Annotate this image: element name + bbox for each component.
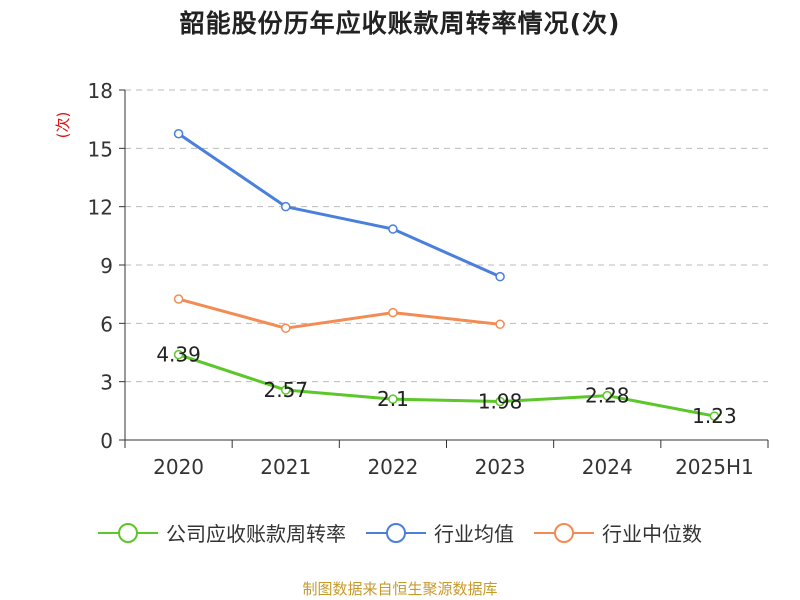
x-tick-label: 2025H1: [675, 455, 754, 479]
data-point: [281, 385, 291, 395]
series-line: [178, 297, 501, 330]
y-tick-label: 15: [88, 137, 113, 161]
x-tick-label: 2022: [367, 455, 418, 479]
chart-title: 韶能股份历年应收账款周转率情况(次): [179, 9, 621, 38]
data-label: 2.57: [263, 378, 308, 402]
legend-item-industry-median[interactable]: 行业中位数: [534, 518, 702, 547]
legend-line-marker-icon: [98, 522, 158, 543]
y-tick-label: 0: [100, 429, 113, 453]
y-tick-label: 9: [100, 254, 113, 278]
data-point: [495, 319, 505, 330]
data-point: [388, 224, 398, 234]
legend-label-company: 公司应收账款周转率: [166, 522, 346, 546]
data-point: [281, 201, 291, 212]
x-tick-label: 2020: [153, 455, 204, 479]
legend-item-industry-mean[interactable]: 行业均值: [366, 518, 514, 547]
data-point: [388, 394, 398, 404]
x-tick-label: 2023: [475, 455, 526, 479]
legend-item-company[interactable]: 公司应收账款周转率: [98, 518, 346, 547]
y-axis-label: (次): [54, 112, 72, 139]
legend-line-marker-icon: [534, 522, 594, 543]
y-tick-label: 3: [100, 371, 113, 395]
data-label: 1.23: [692, 404, 737, 428]
series-line: [177, 132, 501, 279]
data-label: 1.98: [478, 390, 523, 414]
data-point: [495, 396, 505, 407]
y-tick-label: 6: [100, 312, 113, 336]
data-point: [709, 411, 720, 421]
data-label: 4.39: [156, 343, 201, 367]
x-tick-label: 2021: [260, 455, 311, 479]
legend-label-industry-median: 行业中位数: [602, 522, 702, 546]
data-label: 2.1: [377, 387, 409, 411]
data-point: [495, 271, 505, 282]
legend-line-marker-icon: [366, 522, 426, 543]
y-tick-label: 18: [88, 79, 113, 103]
legend-label-industry-mean: 行业均值: [434, 522, 514, 546]
data-point: [173, 294, 184, 304]
data-point: [602, 390, 612, 401]
data-point: [173, 349, 184, 360]
data-point: [173, 129, 184, 139]
data-label: 2.28: [585, 384, 630, 408]
data-point: [281, 323, 291, 333]
data-point: [388, 307, 398, 318]
legend: 公司应收账款周转率 行业均值 行业中位数: [0, 518, 800, 547]
data-source-note: 制图数据来自恒生聚源数据库: [302, 580, 498, 598]
y-tick-label: 12: [88, 196, 113, 220]
x-tick-label: 2024: [582, 455, 633, 479]
series-line: [178, 353, 715, 418]
